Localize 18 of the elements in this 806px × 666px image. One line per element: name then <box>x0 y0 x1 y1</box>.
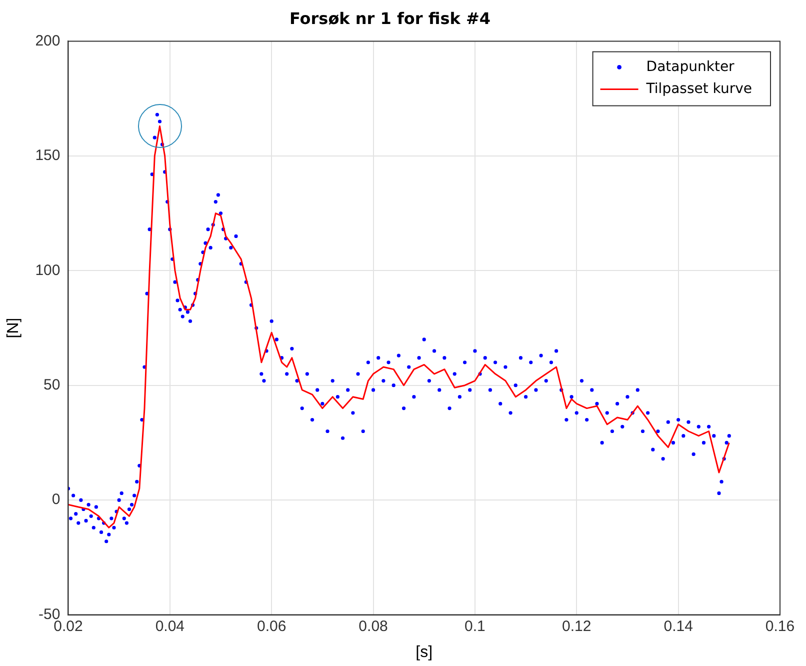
y-tick-label: 200 <box>35 32 60 50</box>
x-tick-label: 0.1 <box>464 618 486 635</box>
y-tick-label: 50 <box>44 376 60 394</box>
x-tick-label: 0.06 <box>256 618 286 635</box>
x-tick-label: 0.14 <box>664 618 693 635</box>
x-tick-label: 0.16 <box>765 618 795 635</box>
chart-title: Forsøk nr 1 for fisk #4 <box>290 8 490 28</box>
x-axis-title: [s] <box>416 644 433 661</box>
y-tick-label: 150 <box>35 147 60 164</box>
y-tick-label: 100 <box>35 262 60 279</box>
y-axis-title: [N] <box>5 318 22 338</box>
y-tick-label: 0 <box>52 491 60 508</box>
legend-label: Tilpasset kurve <box>645 80 752 97</box>
x-tick-label: 0.04 <box>155 618 185 635</box>
x-tick-label: 0.08 <box>358 618 388 635</box>
x-tick-label: 0.02 <box>54 618 83 635</box>
x-tick-label: 0.12 <box>562 618 592 635</box>
legend-label: Datapunkter <box>646 58 735 75</box>
